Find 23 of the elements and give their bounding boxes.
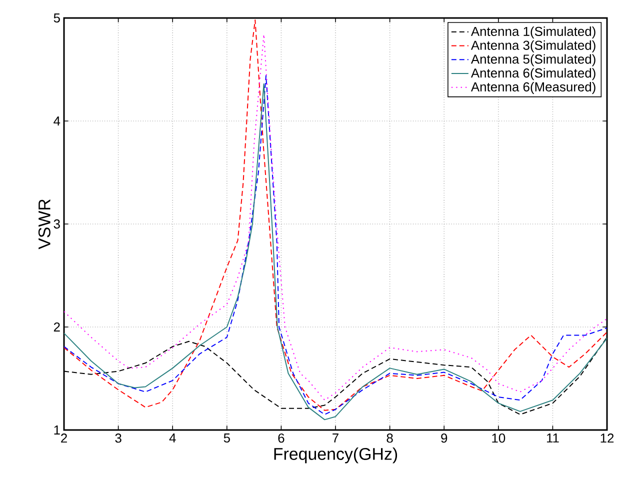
x-tick-label: 9 xyxy=(441,434,448,443)
x-tick-label: 7 xyxy=(332,434,338,442)
x-tick-label: 12 xyxy=(600,434,614,443)
legend-label: Antenna 6(Measured) xyxy=(470,82,596,94)
x-tick-label: 3 xyxy=(115,434,122,443)
y-tick-label: 1 xyxy=(54,426,60,434)
y-tick-label: 3 xyxy=(54,219,60,229)
y-tick-label: 4 xyxy=(54,116,60,126)
y-tick-label: 2 xyxy=(54,322,60,332)
x-tick-label: 6 xyxy=(278,434,284,443)
legend-label: Antenna 5(Simulated) xyxy=(470,54,596,66)
x-tick-label: 11 xyxy=(546,434,559,442)
x-tick-label: 10 xyxy=(492,434,506,443)
legend-label: Antenna 6(Simulated) xyxy=(470,68,596,80)
x-tick-label: 4 xyxy=(169,434,176,442)
x-axis-title: Frequency(GHz) xyxy=(274,448,398,464)
x-tick-label: 8 xyxy=(386,434,393,443)
y-axis-title: VSWR xyxy=(38,199,50,250)
x-tick-label: 2 xyxy=(61,434,67,443)
legend-label: Antenna 1(Simulated) xyxy=(470,26,596,39)
x-tick-label: 5 xyxy=(224,434,230,443)
y-tick-label: 5 xyxy=(54,13,60,23)
legend-label: Antenna 3(Simulated) xyxy=(470,40,596,52)
